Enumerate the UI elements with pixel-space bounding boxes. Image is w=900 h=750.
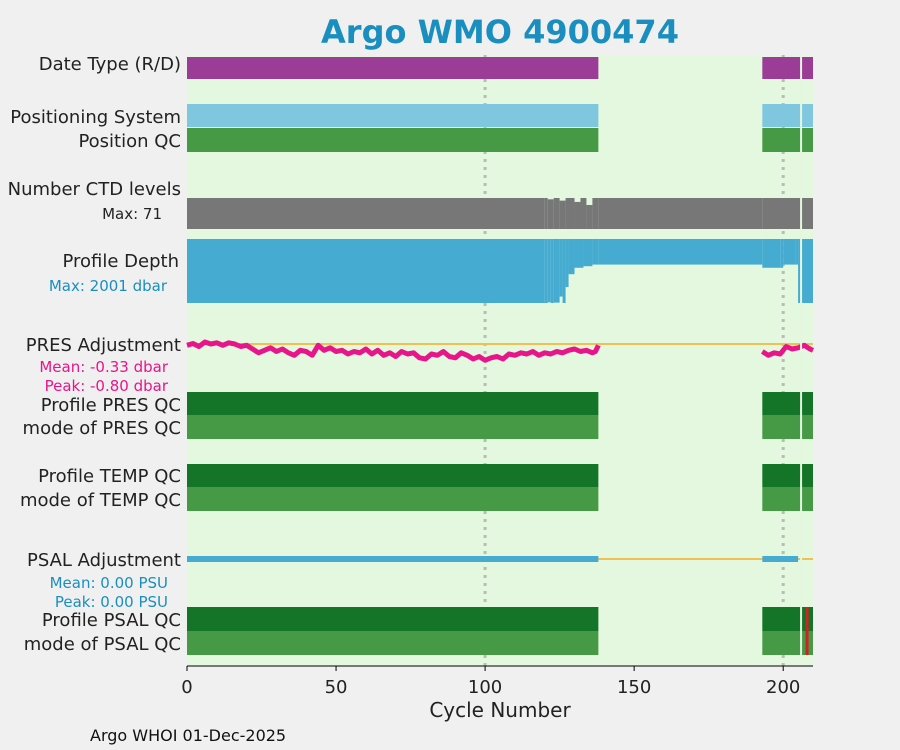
- positioning-system-band-segment-2: [762, 104, 813, 127]
- label-depth-max: Max: 2001 dbar: [49, 277, 168, 295]
- footer-credit: Argo WHOI 01-Dec-2025: [90, 726, 286, 745]
- x-tick-label-150: 150: [617, 677, 651, 698]
- position-qc-band-segment-2: [762, 128, 813, 152]
- ctd-levels-bar-120: [544, 198, 548, 229]
- ctd-levels-bar-121: [547, 199, 554, 229]
- positioning-system-band-segment-1: [187, 104, 599, 127]
- label-profile-depth: Profile Depth: [62, 251, 179, 272]
- x-tick-labels: 0 50 100 150 200: [181, 666, 800, 698]
- profile-temp-qc-band-segment-2: [762, 464, 813, 487]
- x-tick-label-50: 50: [325, 677, 348, 698]
- date-type-band-segment-2: [762, 57, 813, 79]
- profile-depth-bar-193: [762, 239, 781, 268]
- pres-adjustment-line-1: [186, 339, 601, 363]
- profile-depth-bar-204: [795, 239, 799, 265]
- profile-depth-bar-138: [598, 239, 763, 265]
- pres-adjustment-line-2: [760, 342, 814, 358]
- profile-depth-bar-120: [544, 239, 548, 303]
- profile-depth-bar-136: [592, 239, 599, 265]
- label-psal-adjustment: PSAL Adjustment: [27, 550, 181, 571]
- psal-adjustment-bar-1: [187, 556, 599, 562]
- ctd-levels-bar-134: [586, 204, 593, 229]
- psal-bad-qc-cycle-208: [805, 607, 809, 655]
- missing-cycle-206: [800, 55, 803, 666]
- profile-depth-bar-128: [568, 239, 575, 275]
- label-pres-adjustment: PRES Adjustment: [26, 335, 181, 356]
- psal-adjustment-bar-2: [762, 556, 799, 562]
- mode-pres-qc-band-segment-2: [762, 415, 813, 439]
- date-type-band-segment-1: [187, 57, 599, 79]
- label-positioning-system: Positioning System: [10, 107, 181, 128]
- label-profile-pres-qc: Profile PRES QC: [41, 395, 181, 416]
- label-mode-temp-qc: mode of TEMP QC: [20, 490, 181, 511]
- profile-depth-bar-123: [553, 239, 560, 303]
- mode-pres-qc-band-segment-1: [187, 415, 599, 439]
- ctd-levels-bar-138: [598, 198, 763, 229]
- profile-depth-bar-126: [562, 239, 566, 303]
- ctd-levels-bar-132: [580, 198, 587, 229]
- profile-psal-qc-band-segment-2: [762, 607, 813, 631]
- ctd-levels-bar-123: [553, 198, 560, 229]
- profile-depth-bar-133: [583, 239, 593, 267]
- label-mode-pres-qc: mode of PRES QC: [23, 418, 181, 439]
- chart-title: Argo WMO 4900474: [321, 13, 679, 51]
- label-psal-mean: Mean: 0.00 PSU: [50, 574, 168, 592]
- label-psal-peak: Peak: 0.00 PSU: [55, 593, 168, 611]
- ctd-levels-bar-125: [559, 200, 566, 229]
- label-profile-temp-qc: Profile TEMP QC: [38, 466, 181, 487]
- label-ctd-max: Max: 71: [102, 205, 162, 223]
- mode-psal-qc-band-segment-1: [187, 631, 599, 655]
- label-pres-mean: Mean: -0.33 dbar: [39, 358, 169, 376]
- profile-depth-bar-122: [550, 239, 554, 303]
- profile-depth-bar-0: [187, 239, 545, 303]
- label-mode-psal-qc: mode of PSAL QC: [24, 634, 181, 655]
- profile-depth-bar-200: [783, 239, 796, 265]
- ctd-levels-bar-0: [187, 198, 545, 229]
- ctd-levels-bar-136: [592, 198, 599, 229]
- mode-temp-qc-band-segment-2: [762, 487, 813, 511]
- row-labels: Date Type (R/D) Positioning System Posit…: [8, 54, 181, 655]
- profile-depth-bar-199: [780, 239, 784, 268]
- ctd-levels-bar-130: [574, 201, 581, 229]
- label-position-qc: Position QC: [78, 131, 181, 152]
- profile-depth-bar-121: [547, 239, 551, 303]
- x-tick-label-0: 0: [181, 677, 192, 698]
- profile-pres-qc-band-segment-2: [762, 392, 813, 415]
- profile-depth-bar-127: [565, 239, 569, 287]
- label-profile-psal-qc: Profile PSAL QC: [42, 610, 181, 631]
- ctd-levels-bar-193: [762, 198, 813, 229]
- x-axis-label: Cycle Number: [429, 698, 571, 722]
- ctd-levels-bar-127: [565, 198, 575, 229]
- profile-depth-bar-125: [559, 239, 563, 297]
- mode-psal-qc-band-segment-2: [762, 631, 813, 655]
- mode-temp-qc-band-segment-1: [187, 487, 599, 511]
- position-qc-band-segment-1: [187, 128, 599, 152]
- label-date-type: Date Type (R/D): [39, 54, 181, 75]
- x-tick-label-200: 200: [766, 677, 800, 698]
- data-marks: [186, 55, 814, 666]
- label-ctd-levels: Number CTD levels: [8, 179, 181, 200]
- profile-pres-qc-band-segment-1: [187, 392, 599, 415]
- profile-psal-qc-band-segment-1: [187, 607, 599, 631]
- label-pres-peak: Peak: -0.80 dbar: [45, 377, 169, 395]
- profile-temp-qc-band-segment-1: [187, 464, 599, 487]
- x-tick-label-100: 100: [468, 677, 502, 698]
- profile-depth-bar-130: [574, 239, 584, 268]
- plot-area: [187, 55, 813, 666]
